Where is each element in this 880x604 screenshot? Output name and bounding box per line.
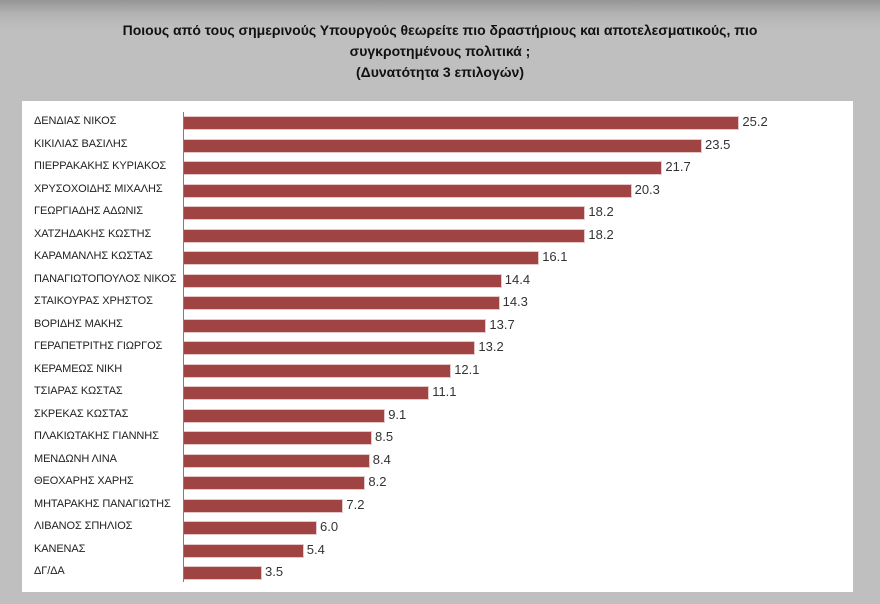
- category-axis-line: [183, 112, 184, 582]
- bar-value-label: 21.7: [665, 159, 691, 174]
- bar-category-label: ΚΑΡΑΜΑΝΛΗΣ ΚΩΣΤΑΣ: [34, 250, 153, 262]
- chart-title-line-1: Ποιους από τους σημερινούς Υπουργούς θεω…: [122, 22, 758, 38]
- bar-row: ΓΕΡΑΠΕΤΡΙΤΗΣ ΓΙΩΡΓΟΣ 13.2: [22, 337, 853, 359]
- bar: [184, 297, 499, 309]
- bar-category-label: ΜΗΤΑΡΑΚΗΣ ΠΑΝΑΓΙΩΤΗΣ: [34, 497, 171, 510]
- chart-plot-area: ΔΕΝΔΙΑΣ ΝΙΚΟΣ 25.2 ΚΙΚΙΛΙΑΣ ΒΑΣΙΛΗΣ 23.5 ΠΙΕ…: [22, 101, 853, 592]
- bar-value-label: 14.4: [504, 271, 531, 287]
- bar-row: ΛΙΒΑΝΟΣ ΣΠΗΛΙΟΣ 6.0: [22, 517, 853, 539]
- bar-row: ΣΚΡΕΚΑΣ ΚΩΣΤΑΣ 9.1: [22, 405, 853, 427]
- bar-category-label: ΚΑΝΕΝΑΣ: [34, 542, 86, 555]
- bar-value-label: 18.2: [588, 204, 614, 219]
- bar-category-label: ΛΙΒΑΝΟΣ ΣΠΗΛΙΟΣ: [34, 520, 133, 532]
- bar-value-label: 13.2: [478, 339, 504, 354]
- bar-row: ΜΕΝΔΩΝΗ ΛΙΝΑ 8.4: [22, 450, 853, 472]
- bar-category-label: ΠΙΕΡΡΑΚΑΚΗΣ ΚΥΡΙΑΚΟΣ: [34, 160, 167, 172]
- bar-row: ΚΙΚΙΛΙΑΣ ΒΑΣΙΛΗΣ 23.5: [22, 135, 853, 157]
- bar-row: ΔΕΝΔΙΑΣ ΝΙΚΟΣ 25.2: [22, 112, 853, 134]
- bar-category-label: ΠΛΑΚΙΩΤΑΚΗΣ ΓΙΑΝΝΗΣ: [34, 430, 159, 442]
- bar-value-label: 23.5: [705, 136, 731, 152]
- bar: [184, 522, 316, 534]
- bar: [184, 499, 343, 512]
- bar-row: ΠΑΝΑΓΙΩΤΟΠΟΥΛΟΣ ΝΙΚΟΣ 14.4: [22, 270, 853, 292]
- bar-value-label: 11.1: [432, 384, 457, 399]
- bar-category-label: ΓΕΩΡΓΙΑΔΗΣ ΑΔΩΝΙΣ: [34, 205, 143, 217]
- bar-row: ΤΣΙΑΡΑΣ ΚΩΣΤΑΣ 11.1: [22, 382, 853, 404]
- bar-value-label: 9.1: [388, 406, 407, 422]
- bar-row: ΚΕΡΑΜΕΩΣ ΝΙΚΗ 12.1: [22, 360, 853, 382]
- bar: [184, 387, 429, 399]
- bar-value-label: 18.2: [588, 226, 614, 242]
- bar-value-label: 8.5: [375, 429, 394, 444]
- bar-row: ΔΓ/ΔΑ 3.5: [22, 562, 853, 584]
- bar-row: ΚΑΡΑΜΑΝΛΗΣ ΚΩΣΤΑΣ 16.1: [22, 247, 853, 269]
- bar-value-label: 25.2: [742, 114, 768, 129]
- bar-value-label: 8.4: [372, 451, 391, 467]
- bar-category-label: ΔΕΝΔΙΑΣ ΝΙΚΟΣ: [34, 115, 117, 127]
- bar: [184, 207, 585, 219]
- bar-row: ΘΕΟΧΑΡΗΣ ΧΑΡΗΣ 8.2: [22, 472, 853, 494]
- bar: [184, 162, 662, 174]
- bar-row: ΠΙΕΡΡΑΚΑΚΗΣ ΚΥΡΙΑΚΟΣ 21.7: [22, 157, 853, 179]
- bar: [184, 364, 451, 377]
- chart-title: Ποιους από τους σημερινούς Υπουργούς θεω…: [0, 20, 880, 83]
- bar: [184, 409, 385, 422]
- bar-value-label: 16.1: [542, 249, 568, 264]
- bar-value-label: 13.7: [489, 316, 515, 332]
- bar-row: ΣΤΑΙΚΟΥΡΑΣ ΧΡΗΣΤΟΣ 14.3: [22, 292, 853, 314]
- bar: [184, 342, 475, 354]
- bar: [184, 139, 701, 152]
- bar-category-label: ΜΕΝΔΩΝΗ ΛΙΝΑ: [34, 452, 117, 465]
- bar: [184, 477, 365, 489]
- bar-value-label: 20.3: [634, 181, 660, 197]
- bar-category-label: ΒΟΡΙΔΗΣ ΜΑΚΗΣ: [34, 317, 123, 330]
- bar-row: ΜΗΤΑΡΑΚΗΣ ΠΑΝΑΓΙΩΤΗΣ 7.2: [22, 495, 853, 517]
- bar: [184, 544, 303, 557]
- bar-category-label: ΚΙΚΙΛΙΑΣ ΒΑΣΙΛΗΣ: [34, 137, 128, 150]
- bar-row: ΚΑΝΕΝΑΣ 5.4: [22, 540, 853, 562]
- bar-value-label: 6.0: [320, 519, 339, 534]
- bar-value-label: 14.3: [502, 294, 528, 309]
- bar: [184, 432, 371, 444]
- bar-category-label: ΠΑΝΑΓΙΩΤΟΠΟΥΛΟΣ ΝΙΚΟΣ: [34, 272, 177, 285]
- bar-row: ΧΡΥΣΟΧΟΙΔΗΣ ΜΙΧΑΛΗΣ 20.3: [22, 180, 853, 202]
- bar-category-label: ΧΡΥΣΟΧΟΙΔΗΣ ΜΙΧΑΛΗΣ: [34, 182, 163, 195]
- bar: [184, 274, 501, 287]
- chart-title-line-3: (Δυνατότητα 3 επιλογών): [356, 64, 524, 80]
- bar: [184, 319, 486, 332]
- bar-category-label: ΔΓ/ΔΑ: [34, 565, 65, 577]
- chart-title-line-2: συγκροτημένους πολιτικά ;: [349, 43, 531, 59]
- bar-value-label: 12.1: [454, 361, 480, 377]
- bar: [184, 184, 631, 197]
- bar: [184, 229, 585, 242]
- bar-value-label: 5.4: [306, 541, 325, 557]
- bar-category-label: ΣΚΡΕΚΑΣ ΚΩΣΤΑΣ: [34, 407, 129, 420]
- bar-row: ΓΕΩΡΓΙΑΔΗΣ ΑΔΩΝΙΣ 18.2: [22, 202, 853, 224]
- bar: [184, 454, 369, 467]
- bar-category-label: ΧΑΤΖΗΔΑΚΗΣ ΚΩΣΤΗΣ: [34, 227, 152, 240]
- bar-row: ΧΑΤΖΗΔΑΚΗΣ ΚΩΣΤΗΣ 18.2: [22, 225, 853, 247]
- bar-value-label: 7.2: [346, 496, 365, 512]
- bar-category-label: ΚΕΡΑΜΕΩΣ ΝΙΚΗ: [34, 362, 123, 375]
- bar-value-label: 3.5: [265, 564, 284, 579]
- bar-row: ΒΟΡΙΔΗΣ ΜΑΚΗΣ 13.7: [22, 315, 853, 337]
- bar: [184, 252, 539, 264]
- bar-category-label: ΣΤΑΙΚΟΥΡΑΣ ΧΡΗΣΤΟΣ: [34, 295, 153, 307]
- bar-category-label: ΘΕΟΧΑΡΗΣ ΧΑΡΗΣ: [34, 475, 134, 487]
- bar-category-label: ΓΕΡΑΠΕΤΡΙΤΗΣ ΓΙΩΡΓΟΣ: [34, 340, 163, 352]
- bar-category-label: ΤΣΙΑΡΑΣ ΚΩΣΤΑΣ: [34, 385, 123, 397]
- bar-value-label: 8.2: [368, 474, 387, 489]
- bar: [184, 567, 261, 579]
- bar-row: ΠΛΑΚΙΩΤΑΚΗΣ ΓΙΑΝΝΗΣ 8.5: [22, 427, 853, 449]
- bar: [184, 117, 739, 129]
